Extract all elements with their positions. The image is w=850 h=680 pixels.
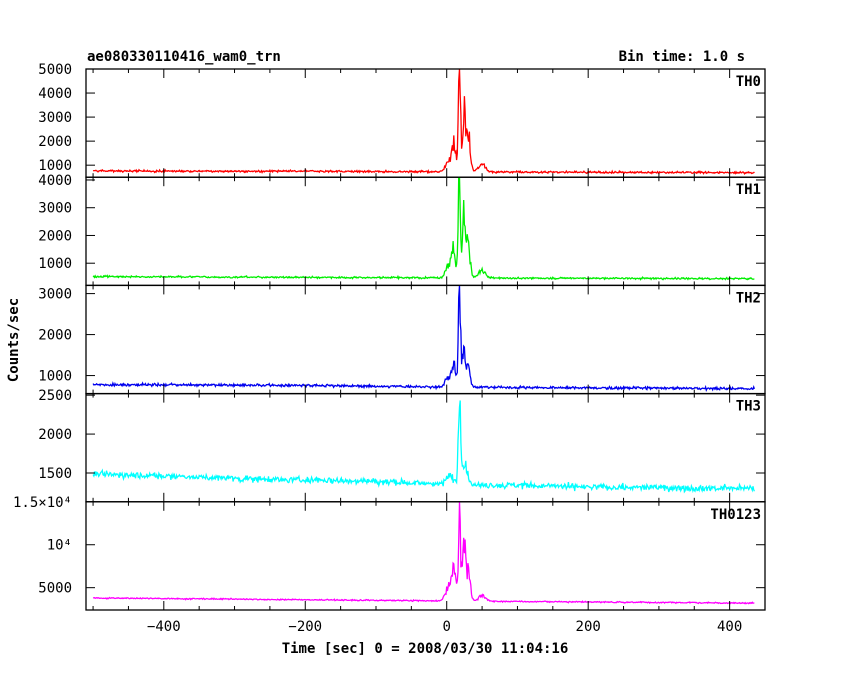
panel-th0123: 5000 10⁴ 1.5×10⁴ TH0123 bbox=[13, 495, 766, 611]
y-tick-label: 1.5×10⁴ bbox=[13, 495, 72, 511]
panel-frame bbox=[85, 501, 766, 611]
y-tick-label: 4000 bbox=[38, 86, 72, 102]
y-tick-label: 3000 bbox=[38, 287, 72, 303]
panels-group: 10002000300040005000TH01000200030004000T… bbox=[13, 62, 766, 635]
x-tick-label: 0 bbox=[443, 619, 451, 635]
panel-label: TH1 bbox=[736, 182, 761, 198]
bin-time-label: Bin time: 1.0 s bbox=[619, 49, 745, 65]
series-line-th2 bbox=[92, 285, 756, 392]
panel-th1: 1000 2000 3000 4000 TH1 bbox=[38, 173, 766, 287]
y-tick-label: 1000 bbox=[38, 256, 72, 272]
y-tick-label: 1000 bbox=[38, 369, 72, 385]
x-tick-label: −400 bbox=[147, 619, 181, 635]
x-tick-label: −200 bbox=[288, 619, 322, 635]
panel-th0: 1000 2000 3000 4000 5000 TH0 bbox=[38, 62, 766, 178]
y-tick-label: 3000 bbox=[38, 110, 72, 126]
panel-th3: 1500 2000 2500 TH3 bbox=[38, 388, 766, 503]
y-tick-label: 2000 bbox=[38, 328, 72, 344]
y-tick-label: 2000 bbox=[38, 427, 72, 443]
y-tick-label: 10⁴ bbox=[47, 538, 72, 554]
y-axis-label: Counts/sec bbox=[6, 298, 22, 382]
y-tick-label: 5000 bbox=[38, 581, 72, 597]
series-line-th0123 bbox=[92, 501, 755, 605]
y-tick-label: 4000 bbox=[38, 173, 72, 189]
panel-label: TH3 bbox=[736, 399, 761, 415]
y-tick-label: 5000 bbox=[38, 62, 72, 78]
panel-frame bbox=[85, 176, 766, 287]
x-tick-label: 200 bbox=[576, 619, 601, 635]
series-line-th1 bbox=[92, 176, 755, 281]
y-tick-label: 2500 bbox=[38, 388, 72, 404]
panel-th2: 1000 2000 3000 TH2 bbox=[38, 284, 766, 395]
panel-label: TH0123 bbox=[710, 507, 761, 523]
y-tick-label: 1000 bbox=[38, 158, 72, 174]
panel-frame bbox=[85, 68, 766, 178]
y-tick-label: 3000 bbox=[38, 201, 72, 217]
series-line-th3 bbox=[92, 400, 755, 494]
y-tick-label: 2000 bbox=[38, 228, 72, 244]
x-axis-label: Time [sec] 0 = 2008/03/30 11:04:16 bbox=[282, 641, 569, 657]
x-tick-label: 400 bbox=[717, 619, 742, 635]
y-tick-label: 1500 bbox=[38, 466, 72, 482]
series-line-th0 bbox=[92, 68, 755, 176]
y-tick-label: 2000 bbox=[38, 134, 72, 150]
panel-label: TH0 bbox=[736, 74, 761, 90]
chart-title: ae080330110416_wam0_trn bbox=[87, 49, 281, 65]
panel-frame bbox=[85, 284, 766, 395]
panel-label: TH2 bbox=[736, 290, 761, 306]
